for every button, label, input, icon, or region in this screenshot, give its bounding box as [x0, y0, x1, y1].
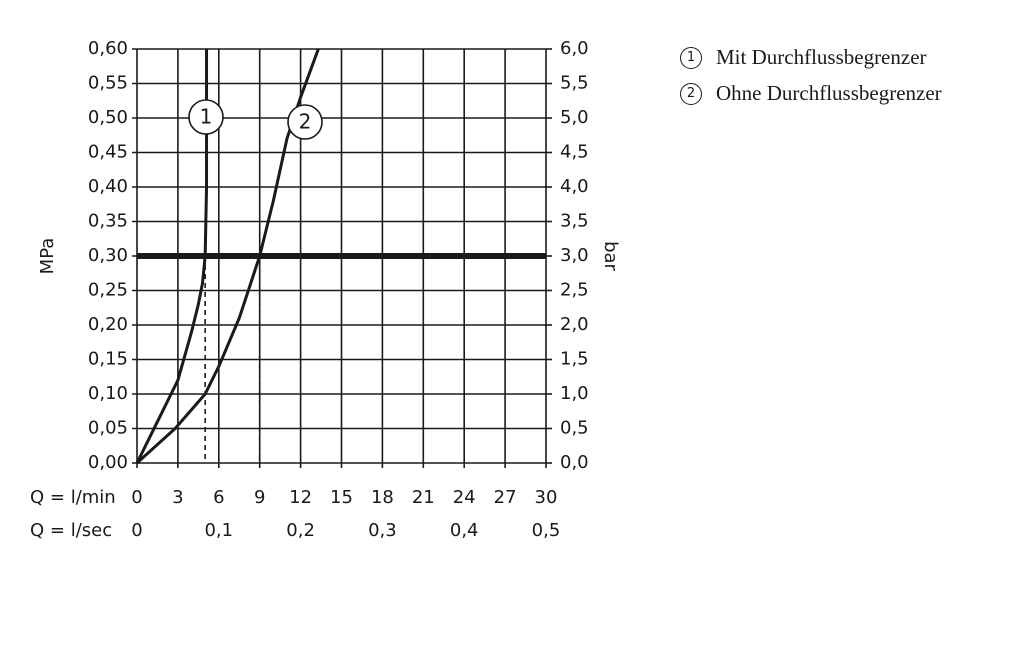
- y2-tick-label: 0,5: [560, 418, 589, 439]
- curve-label: 2: [299, 110, 312, 134]
- legend-text: Ohne Durchflussbegrenzer: [716, 81, 942, 105]
- x-tick-label: 9: [254, 487, 265, 508]
- y2-tick-label: 0,0: [560, 452, 589, 473]
- y-tick-label: 0,15: [88, 349, 128, 370]
- x-tick-label: 3: [172, 487, 183, 508]
- y-tick-label: 0,30: [88, 245, 128, 266]
- x-tick-label: 12: [289, 487, 312, 508]
- x2-tick-label: 0,4: [450, 520, 479, 541]
- y-tick-label: 0,10: [88, 383, 128, 404]
- y-axis-label: MPa: [37, 238, 58, 275]
- legend-text: Mit Durchflussbegrenzer: [716, 45, 927, 69]
- y-tick-label: 0,45: [88, 142, 128, 163]
- x-tick-label: 30: [535, 487, 558, 508]
- y-tick-label: 0,60: [88, 38, 128, 59]
- y-tick-label: 0,40: [88, 176, 128, 197]
- x-tick-label: 6: [213, 487, 224, 508]
- x-tick-label: 15: [330, 487, 353, 508]
- legend-marker: 2: [680, 83, 702, 105]
- y2-tick-label: 2,5: [560, 280, 589, 301]
- x-tick-label: 21: [412, 487, 435, 508]
- y2-tick-label: 3,5: [560, 211, 589, 232]
- y-tick-label: 0,25: [88, 280, 128, 301]
- y-tick-label: 0,50: [88, 107, 128, 128]
- x2-tick-label: 0: [131, 520, 142, 541]
- legend-item: 1 Mit Durchflussbegrenzer: [680, 44, 991, 70]
- x2-tick-label: 0,1: [204, 520, 233, 541]
- y-tick-label: 0,20: [88, 314, 128, 335]
- y2-tick-label: 3,0: [560, 245, 589, 266]
- y-tick-label: 0,35: [88, 211, 128, 232]
- x-tick-label: 0: [131, 487, 142, 508]
- x-tick-label: 18: [371, 487, 394, 508]
- y2-tick-label: 5,0: [560, 107, 589, 128]
- y-tick-label: 0,00: [88, 452, 128, 473]
- x2-tick-label: 0,5: [532, 520, 561, 541]
- legend-item: 2 Ohne Durchflussbegrenzer: [680, 80, 991, 106]
- y-tick-label: 0,05: [88, 418, 128, 439]
- legend-marker: 1: [680, 47, 702, 69]
- y2-tick-label: 5,5: [560, 73, 589, 94]
- x2-axis-label: Q = l/sec: [30, 520, 112, 541]
- y2-tick-label: 2,0: [560, 314, 589, 335]
- curve: [135, 49, 209, 464]
- x-tick-label: 24: [453, 487, 476, 508]
- y2-tick-label: 4,5: [560, 142, 589, 163]
- curve-marker: [287, 104, 323, 140]
- legend: 1 Mit Durchflussbegrenzer 2 Ohne Durchflus…: [680, 44, 991, 116]
- curve-label: 1: [200, 105, 213, 129]
- y-tick-label: 0,55: [88, 73, 128, 94]
- x2-tick-label: 0,3: [368, 520, 397, 541]
- y2-tick-label: 6,0: [560, 38, 589, 59]
- y2-tick-label: 1,0: [560, 383, 589, 404]
- curve-marker: [188, 99, 224, 135]
- x-tick-label: 27: [494, 487, 517, 508]
- y2-tick-label: 4,0: [560, 176, 589, 197]
- x2-tick-label: 0,2: [286, 520, 315, 541]
- y2-axis-label: bar: [600, 241, 621, 271]
- y2-tick-label: 1,5: [560, 349, 589, 370]
- x-axis-label: Q = l/min: [30, 487, 116, 508]
